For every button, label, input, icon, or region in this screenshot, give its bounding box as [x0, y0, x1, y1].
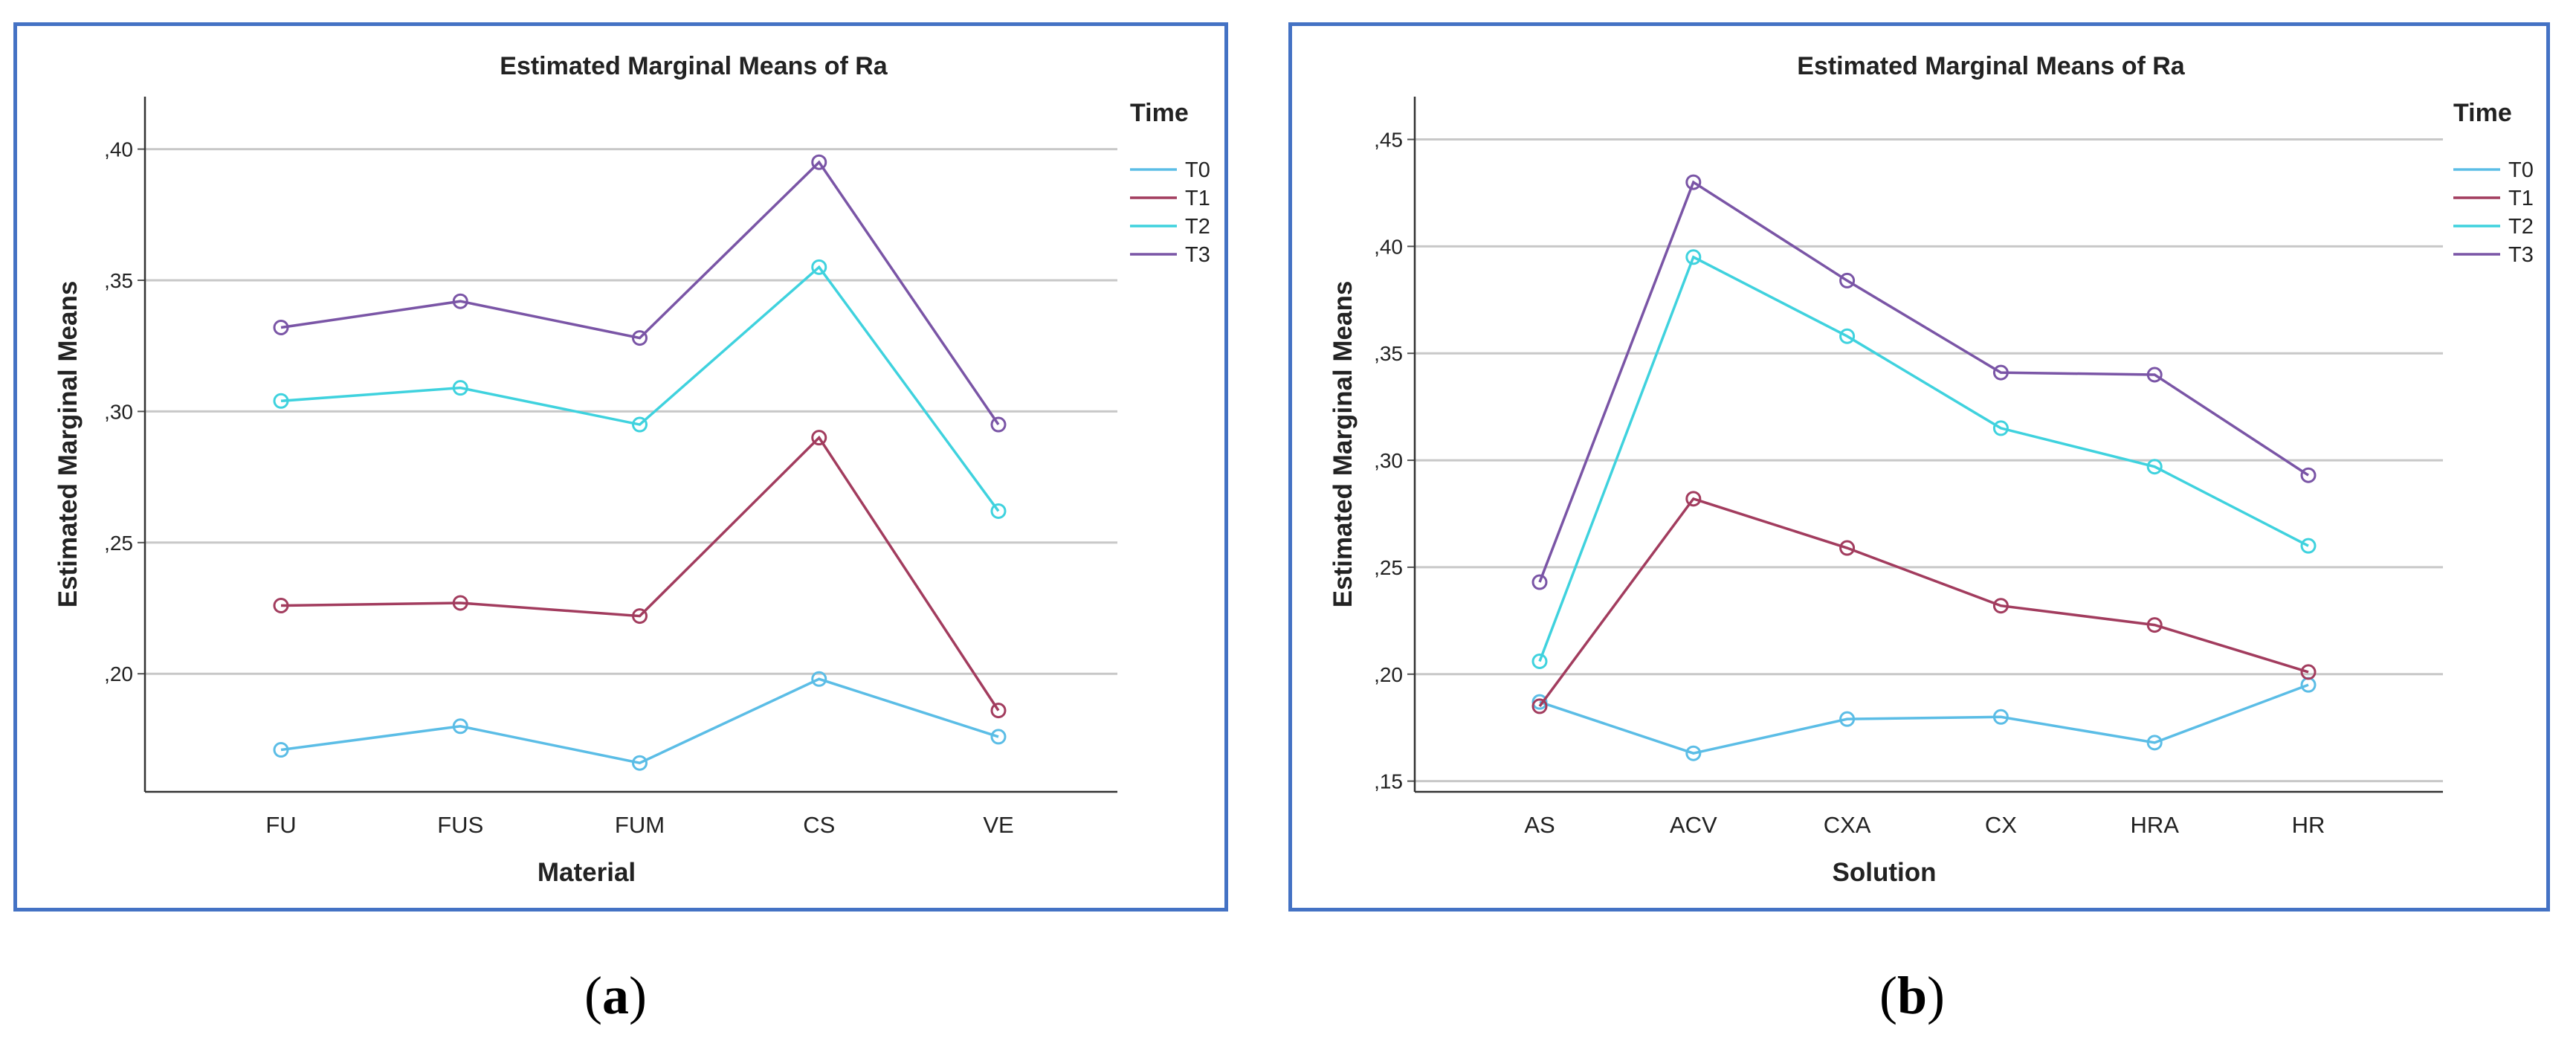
legend-label-t0: T0 [2508, 158, 2534, 182]
chart-b-svg: ,15 ,20 ,25 ,30 ,35 ,40 ,45 AS ACV CXA CX HRA HR Esti… [1329, 52, 2534, 887]
data-point-t2 [811, 259, 827, 275]
data-point-t0 [990, 729, 1007, 745]
data-point-t1 [273, 597, 289, 613]
data-point-t3 [2300, 467, 2317, 483]
x-tick-label: HR [2292, 812, 2325, 838]
data-point-t1 [1685, 491, 1702, 507]
y-tick-label: ,30 [1374, 449, 1403, 472]
series-line-t2 [1538, 255, 2309, 662]
y-tick-label: ,30 [104, 400, 133, 423]
x-tick-label: HRA [2130, 812, 2179, 838]
data-point-t2 [452, 380, 468, 396]
data-point-t2 [2146, 459, 2163, 475]
data-point-t0 [1992, 709, 2009, 725]
caption-a: (a) [584, 966, 647, 1025]
caption-a-letter: a [601, 966, 629, 1025]
legend-title: Time [1130, 99, 1189, 127]
series-line-t0 [1539, 683, 2309, 755]
data-point-t3 [452, 293, 468, 309]
data-point-t1 [990, 703, 1007, 719]
y-tick-label: ,40 [104, 138, 133, 161]
data-point-t3 [632, 330, 648, 346]
data-point-t1 [1531, 698, 1548, 714]
data-point-t0 [632, 755, 648, 771]
y-tick-label: ,45 [1374, 129, 1403, 152]
legend-label-t0: T0 [1185, 158, 1210, 182]
data-point-t1 [632, 608, 648, 625]
data-point-t1 [452, 595, 468, 611]
x-axis-label: Solution [1833, 858, 1937, 887]
data-point-t1 [2146, 617, 2163, 633]
series-line-t3 [1538, 180, 2309, 583]
legend-label-t3: T3 [1185, 243, 1210, 267]
data-point-t2 [1992, 420, 2009, 436]
data-point-t2 [1685, 249, 1702, 265]
y-tick-label: ,20 [104, 662, 133, 685]
caption-b-letter: b [1897, 966, 1928, 1025]
data-point-t1 [811, 430, 827, 446]
x-tick-label: CX [1985, 812, 2017, 838]
x-tick-label: FUM [615, 812, 665, 838]
data-point-t2 [1531, 654, 1548, 670]
y-tick-label: ,20 [1374, 663, 1403, 686]
x-tick-label: CS [803, 812, 835, 838]
x-tick-label: FU [265, 812, 296, 838]
data-point-t3 [1685, 174, 1702, 190]
series-line-t1 [280, 435, 1000, 712]
data-point-t1 [2300, 664, 2317, 680]
y-tick-label: ,35 [104, 269, 133, 292]
data-point-t0 [452, 718, 468, 735]
x-tick-label: VE [983, 812, 1013, 838]
series-line-t2 [280, 265, 1000, 512]
legend-label-t1: T1 [1185, 187, 1210, 210]
data-point-t2 [632, 416, 648, 433]
data-point-t3 [990, 416, 1007, 433]
y-axis-label: Estimated Marginal Means [1329, 281, 1358, 608]
legend-label-t2: T2 [1185, 215, 1210, 239]
data-point-t0 [1531, 694, 1548, 710]
x-tick-label: FUS [437, 812, 483, 838]
data-point-t1 [1839, 540, 1856, 556]
legend-label-t2: T2 [2508, 215, 2534, 239]
y-tick-label: ,35 [1374, 342, 1403, 365]
chart-title: Estimated Marginal Means of Ra [500, 52, 888, 80]
series-line-t0 [280, 677, 999, 765]
y-tick-label: ,25 [104, 532, 133, 555]
chart-title: Estimated Marginal Means of Ra [1797, 52, 2186, 80]
x-tick-label: ACV [1670, 812, 1717, 838]
data-point-t0 [273, 742, 289, 758]
x-tick-label: AS [1524, 812, 1555, 838]
data-point-t3 [1992, 364, 2009, 381]
data-point-t0 [2146, 735, 2163, 751]
data-point-t1 [1992, 598, 2009, 614]
chart-panel-a: ,20 ,25 ,30 ,35 ,40 FU FUS FUM CS VE Estimated Mar… [13, 22, 1228, 912]
data-point-t3 [2146, 367, 2163, 383]
data-point-t3 [1839, 272, 1856, 288]
x-tick-label: CXA [1824, 812, 1871, 838]
caption-b: (b) [1879, 966, 1946, 1025]
data-point-t2 [2300, 538, 2317, 554]
legend-title: Time [2453, 99, 2512, 127]
data-point-t3 [1531, 574, 1548, 590]
y-tick-label: ,15 [1374, 770, 1403, 793]
data-point-t0 [811, 671, 827, 687]
y-tick-label: ,25 [1374, 556, 1403, 579]
data-point-t0 [1685, 745, 1702, 761]
legend-label-t3: T3 [2508, 243, 2534, 267]
data-point-t2 [1839, 328, 1856, 344]
legend-label-t1: T1 [2508, 187, 2534, 210]
y-axis-label: Estimated Marginal Means [54, 281, 83, 608]
data-point-t3 [273, 319, 289, 335]
series-line-t1 [1538, 497, 2309, 707]
data-point-t2 [990, 503, 1007, 519]
series-line-t3 [280, 160, 1000, 426]
chart-panel-b: ,15 ,20 ,25 ,30 ,35 ,40 ,45 AS ACV CXA CX HRA HR Esti… [1288, 22, 2550, 912]
x-axis-label: Material [538, 858, 636, 887]
data-point-t3 [811, 154, 827, 170]
y-tick-label: ,40 [1374, 235, 1403, 258]
data-point-t0 [1839, 711, 1856, 727]
data-point-t2 [273, 393, 289, 409]
chart-a-svg: ,20 ,25 ,30 ,35 ,40 FU FUS FUM CS VE Estimated Mar… [54, 52, 1210, 887]
